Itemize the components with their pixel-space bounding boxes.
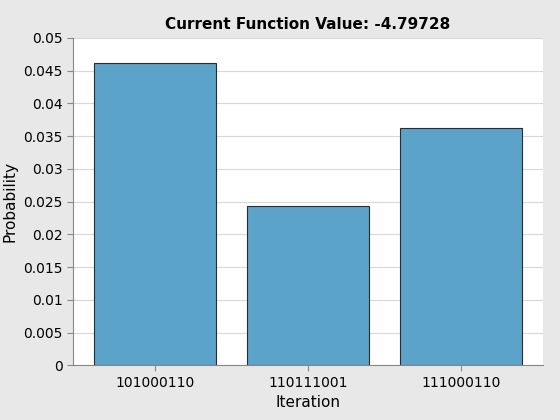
Bar xyxy=(247,206,369,365)
Bar xyxy=(94,63,216,365)
Y-axis label: Probability: Probability xyxy=(2,161,17,242)
Bar xyxy=(400,128,522,365)
Title: Current Function Value: -4.79728: Current Function Value: -4.79728 xyxy=(165,18,451,32)
X-axis label: Iteration: Iteration xyxy=(276,395,340,410)
